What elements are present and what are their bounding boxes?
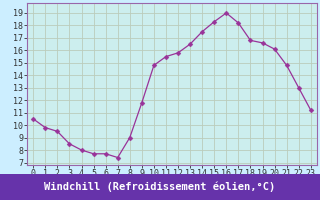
Text: Windchill (Refroidissement éolien,°C): Windchill (Refroidissement éolien,°C) (44, 182, 276, 192)
